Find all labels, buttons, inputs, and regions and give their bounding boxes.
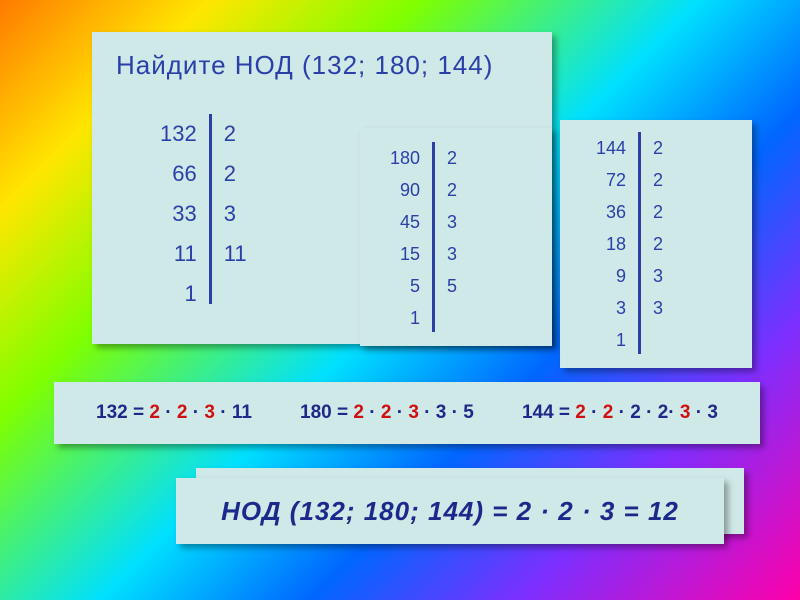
problem-title: Найдите НОД (132; 180; 144) xyxy=(116,50,528,81)
factorization-132: 132 = 2 · 2 · 3 · 11 xyxy=(96,402,252,424)
table-cell: 144 xyxy=(596,132,626,164)
table-cell: 72 xyxy=(606,164,626,196)
table-left-col: 18090451551 xyxy=(390,142,430,334)
table-cell: 3 xyxy=(653,292,663,324)
factorizations-panel: 132 = 2 · 2 · 3 · 11 180 = 2 · 2 · 3 · 3… xyxy=(54,382,760,444)
table-left-col: 144723618931 xyxy=(596,132,636,356)
table-cell: 5 xyxy=(410,270,420,302)
table-divider xyxy=(638,132,641,354)
table-cell: 2 xyxy=(224,154,236,194)
table-cell: 1 xyxy=(184,274,196,314)
factorization-panel-144: 144723618931 222233 xyxy=(560,120,752,368)
table-cell: 2 xyxy=(653,164,663,196)
table-cell: 180 xyxy=(390,142,420,174)
table-cell: 5 xyxy=(447,270,457,302)
table-cell: 2 xyxy=(653,228,663,260)
factorization-180: 180 = 2 · 2 · 3 · 3 · 5 xyxy=(300,402,474,424)
table-cell: 132 xyxy=(160,114,197,154)
table-right-col: 222233 xyxy=(643,132,663,356)
table-cell: 2 xyxy=(224,114,236,154)
table-right-col: 22311 xyxy=(214,114,247,314)
factorization-table-132: 1326633111 22311 xyxy=(160,114,247,314)
factorization-table-180: 18090451551 22335 xyxy=(390,142,457,334)
table-left-col: 1326633111 xyxy=(160,114,207,314)
table-cell: 3 xyxy=(447,206,457,238)
table-cell: 33 xyxy=(172,194,196,234)
factorization-table-144: 144723618931 222233 xyxy=(596,132,663,356)
table-cell: 3 xyxy=(447,238,457,270)
table-cell: 45 xyxy=(400,206,420,238)
table-cell: 66 xyxy=(172,154,196,194)
table-divider xyxy=(432,142,435,332)
table-cell: 3 xyxy=(616,292,626,324)
table-right-col: 22335 xyxy=(437,142,457,334)
table-cell: 15 xyxy=(400,238,420,270)
table-cell: 3 xyxy=(224,194,236,234)
table-cell: 2 xyxy=(653,196,663,228)
table-cell: 90 xyxy=(400,174,420,206)
table-cell: 11 xyxy=(224,234,247,274)
factorization-144: 144 = 2 · 2 · 2 · 2· 3 · 3 xyxy=(522,402,718,424)
table-cell: 1 xyxy=(616,324,626,356)
table-cell: 36 xyxy=(606,196,626,228)
table-cell: 18 xyxy=(606,228,626,260)
table-cell: 11 xyxy=(174,234,197,274)
table-cell: 9 xyxy=(616,260,626,292)
factorization-panel-180: 18090451551 22335 xyxy=(360,128,552,346)
table-divider xyxy=(209,114,212,304)
table-cell: 3 xyxy=(653,260,663,292)
table-cell: 2 xyxy=(653,132,663,164)
table-cell: 2 xyxy=(447,174,457,206)
result-text: НОД (132; 180; 144) = 2 · 2 · 3 = 12 xyxy=(221,496,679,527)
table-cell: 2 xyxy=(447,142,457,174)
table-cell: 1 xyxy=(410,302,420,334)
result-panel: НОД (132; 180; 144) = 2 · 2 · 3 = 12 xyxy=(176,478,724,544)
